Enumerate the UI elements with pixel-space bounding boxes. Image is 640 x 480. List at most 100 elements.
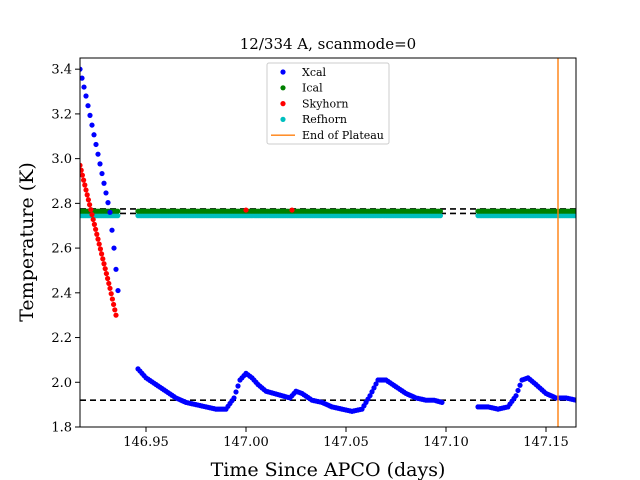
skyhorn-point (96, 241, 102, 247)
skyhorn-point (80, 172, 85, 178)
skyhorn-point (243, 207, 249, 213)
plot-frame (79, 57, 577, 428)
xcal-point (513, 393, 519, 399)
skyhorn-point (106, 280, 112, 287)
xcal-point (439, 399, 445, 405)
ical-point (115, 208, 121, 214)
skyhorn-point (109, 296, 115, 302)
xcal-point (113, 266, 119, 272)
legend-refhorn-swatch (280, 116, 286, 122)
xcal-point (80, 75, 85, 81)
legend-refhorn-label: Refhorn (302, 113, 347, 126)
y-tick-label: 2.2 (51, 331, 72, 346)
skyhorn-point (93, 226, 99, 232)
legend-ical-label: Ical (302, 82, 323, 95)
x-tick-label: 147.05 (323, 435, 369, 450)
skyhorn-point (111, 301, 117, 308)
legend-ical-swatch (280, 85, 286, 91)
skyhorn-point (108, 291, 114, 297)
skyhorn-point (99, 251, 105, 257)
xcal-point (111, 245, 117, 251)
y-tick-label: 2.4 (51, 286, 72, 301)
skyhorn-point (102, 266, 108, 272)
legend-skyhorn-label: Skyhorn (302, 97, 348, 110)
xcal-point (83, 93, 89, 99)
xcal-point (517, 382, 523, 388)
skyhorn-point (88, 207, 94, 213)
skyhorn-point (82, 182, 88, 188)
skyhorn-point (83, 187, 89, 193)
y-tick-label: 2.6 (51, 242, 72, 257)
skyhorn-point (81, 177, 87, 183)
skyhorn-point (100, 256, 106, 262)
xcal-point (573, 397, 576, 403)
xcal-point (87, 112, 93, 118)
skyhorn-point (89, 211, 95, 218)
x-tick-label: 147.15 (523, 435, 569, 450)
x-axis-label: Time Since APCO (days) (211, 459, 446, 480)
xcal-point (231, 395, 237, 401)
refhorn-point (115, 213, 121, 219)
ical-point (572, 208, 576, 214)
skyhorn-point (107, 285, 113, 291)
skyhorn-point (95, 236, 101, 242)
refhorn-point (572, 213, 576, 219)
x-tick-label: 147.10 (423, 435, 469, 450)
xcal-point (93, 141, 99, 148)
xcal-point (369, 389, 375, 395)
xcal-point (371, 385, 377, 391)
xcal-point (235, 383, 241, 389)
skyhorn-point (103, 270, 109, 277)
legend-xcal-swatch (280, 69, 286, 75)
x-tick-label: 146.95 (123, 435, 169, 450)
xcal-point (89, 122, 95, 128)
skyhorn-point (289, 207, 295, 213)
ical-point (437, 208, 443, 214)
skyhorn-point (91, 221, 97, 227)
xcal-point (109, 227, 115, 233)
y-tick-label: 1.8 (51, 421, 72, 436)
xcal-point (373, 381, 379, 387)
skyhorn-point (112, 307, 118, 313)
legend-end-of-plateau-label: End of Plateau (302, 129, 384, 142)
skyhorn-point (90, 216, 96, 223)
legend: Xcal Ical Skyhorn Refhorn End of Plateau (266, 62, 390, 145)
skyhorn-point (101, 261, 107, 267)
refhorn-point (437, 213, 443, 219)
xcal-point (367, 393, 373, 399)
legend-xcal-label: Xcal (302, 66, 327, 79)
y-axis-label: Temperature (K) (16, 162, 38, 322)
skyhorn-point (84, 192, 90, 198)
skyhorn-point (94, 231, 100, 237)
x-tick-label: 147.00 (223, 435, 269, 450)
xcal-point (115, 287, 121, 294)
xcal-point (103, 190, 109, 196)
skyhorn-point (80, 162, 83, 168)
xcal-point (99, 170, 105, 177)
y-tick-label: 2.8 (51, 197, 72, 212)
y-tick-label: 3.4 (51, 63, 72, 78)
skyhorn-point (105, 275, 111, 282)
xcal-point (91, 132, 97, 138)
xcal-point (107, 209, 113, 215)
legend-skyhorn-swatch (280, 101, 286, 107)
xcal-point (85, 103, 91, 109)
xcal-point (80, 66, 83, 72)
xcal-point (233, 389, 239, 395)
xcal-point (97, 161, 103, 167)
legend-box (266, 62, 390, 145)
skyhorn-point (85, 197, 91, 203)
xcal-point (95, 151, 101, 157)
skyhorn-point (113, 312, 119, 318)
y-tick-label: 3.2 (51, 107, 72, 122)
xcal-point (101, 180, 107, 186)
xcal-point (81, 84, 87, 90)
skyhorn-point (87, 202, 93, 208)
xcal-point (515, 387, 521, 394)
xcal-point (105, 200, 111, 206)
chart-title: 12/334 A, scanmode=0 (240, 35, 416, 53)
skyhorn-point (97, 246, 103, 252)
y-tick-label: 2.0 (51, 376, 72, 391)
y-tick-label: 3.0 (51, 152, 72, 167)
